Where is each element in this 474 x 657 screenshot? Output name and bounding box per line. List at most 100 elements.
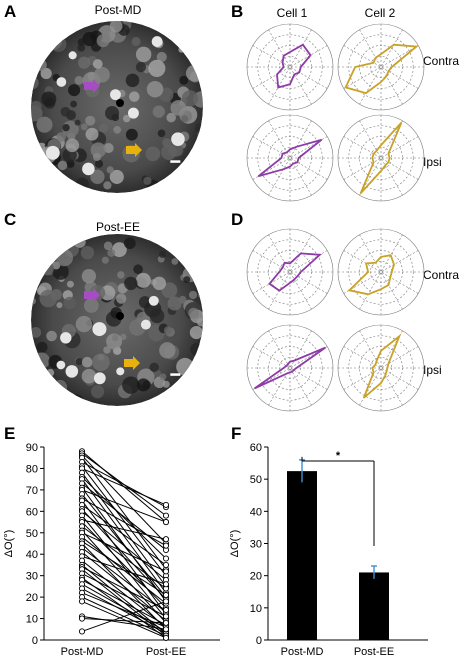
cell-soma xyxy=(122,114,131,123)
cell-soma xyxy=(111,242,127,258)
cell-soma xyxy=(156,51,167,62)
f-y-tick-label: 20 xyxy=(250,571,262,583)
cell-soma xyxy=(189,325,203,340)
e-y-tick-label: 40 xyxy=(26,549,38,561)
cell-soma xyxy=(171,258,179,265)
paired-line xyxy=(81,600,167,639)
cell-soma xyxy=(145,146,161,162)
cell-soma xyxy=(66,280,74,288)
cell-soma xyxy=(62,123,70,132)
cell-soma xyxy=(80,245,95,260)
polar-d-ipsi-cell2 xyxy=(337,324,425,412)
bright-cell xyxy=(82,162,95,176)
cell-soma xyxy=(65,138,80,153)
cell-soma xyxy=(56,132,66,142)
tuning-curve xyxy=(276,43,312,89)
cell-soma xyxy=(159,373,167,380)
cell-soma xyxy=(68,84,81,97)
polar-ring xyxy=(348,239,414,305)
cell-soma xyxy=(63,296,77,310)
polar-b-contra-cell2 xyxy=(337,23,425,111)
paired-line xyxy=(81,478,167,594)
post-ee-point xyxy=(162,512,170,519)
polar-ring xyxy=(348,125,414,191)
cell-soma xyxy=(109,21,123,33)
post-ee-point xyxy=(162,606,170,614)
paired-line xyxy=(81,465,167,576)
polar-ring xyxy=(257,335,323,401)
e-y-tick-label: 0 xyxy=(32,635,38,647)
paired-line xyxy=(81,573,167,617)
cell-soma xyxy=(153,370,162,378)
cell-soma xyxy=(136,378,150,392)
bright-cell xyxy=(140,319,151,330)
cell-soma xyxy=(103,241,113,251)
cell-soma xyxy=(148,59,166,77)
paired-line xyxy=(81,532,167,572)
paired-line xyxy=(81,540,167,596)
e-y-tick-label: 10 xyxy=(26,614,38,626)
panel-letter-e: E xyxy=(4,424,16,443)
cell-soma xyxy=(70,100,78,108)
cell-soma xyxy=(80,123,88,131)
f-x-tick-label: Post-EE xyxy=(354,646,394,657)
bright-cell xyxy=(56,360,66,370)
panel-letter-d: D xyxy=(231,210,244,229)
cell-soma xyxy=(101,256,109,264)
cell-soma xyxy=(90,169,105,184)
cell-soma xyxy=(143,176,152,185)
cell-soma xyxy=(74,75,84,85)
cell-soma xyxy=(181,90,199,107)
f-y-tick-label: 30 xyxy=(250,539,262,551)
bright-cell xyxy=(127,107,139,119)
dark-spot xyxy=(116,99,124,107)
tuning-curve xyxy=(359,121,403,195)
cell-soma xyxy=(31,327,42,338)
polar-d-contra-cell2 xyxy=(337,228,425,316)
polar-ring xyxy=(257,125,323,191)
chart-f-bar: 0 10 20 30 40 50 60 ΔO(°) Post-MD Post-EE * xyxy=(229,442,428,657)
dark-spot xyxy=(116,312,124,320)
paired-line xyxy=(81,615,167,630)
paired-line xyxy=(81,467,167,506)
paired-line xyxy=(81,455,167,544)
paired-line xyxy=(81,555,167,585)
cell-soma xyxy=(75,315,93,333)
paired-line xyxy=(81,560,167,628)
panel-a-title: Post-MD xyxy=(94,3,142,17)
arrow-purple-icon xyxy=(84,79,100,93)
cell-soma xyxy=(85,127,99,141)
cell-soma xyxy=(83,298,99,313)
cell-soma xyxy=(161,144,177,161)
cell-soma xyxy=(124,237,136,250)
paired-line xyxy=(81,530,167,624)
tuning-curve xyxy=(362,333,402,399)
cell-soma xyxy=(166,112,176,123)
cell-soma xyxy=(77,43,86,52)
paired-line xyxy=(81,618,167,624)
f-y-tick-label: 40 xyxy=(250,506,262,518)
cell-soma xyxy=(57,160,68,171)
cell-soma xyxy=(116,293,127,304)
post-ee-point xyxy=(162,598,170,605)
panel-letter-f: F xyxy=(231,424,242,443)
polar-ring xyxy=(348,34,414,100)
e-y-tick-label: 30 xyxy=(26,571,38,583)
cell-soma xyxy=(152,276,167,291)
paired-line xyxy=(81,476,167,559)
paired-line xyxy=(81,566,167,611)
cell-soma xyxy=(124,276,138,291)
cell-soma xyxy=(41,91,57,107)
paired-line xyxy=(81,579,167,626)
cell-soma xyxy=(133,264,143,275)
e-y-tick-label: 90 xyxy=(26,442,38,454)
f-y-tick-label: 50 xyxy=(250,474,262,486)
bar-0 xyxy=(287,471,317,640)
bright-cell xyxy=(45,145,60,160)
post-md-point xyxy=(78,598,86,605)
cell-soma xyxy=(81,356,93,368)
bar-1 xyxy=(359,572,389,640)
cell-soma xyxy=(103,143,114,154)
post-ee-point xyxy=(162,542,170,549)
